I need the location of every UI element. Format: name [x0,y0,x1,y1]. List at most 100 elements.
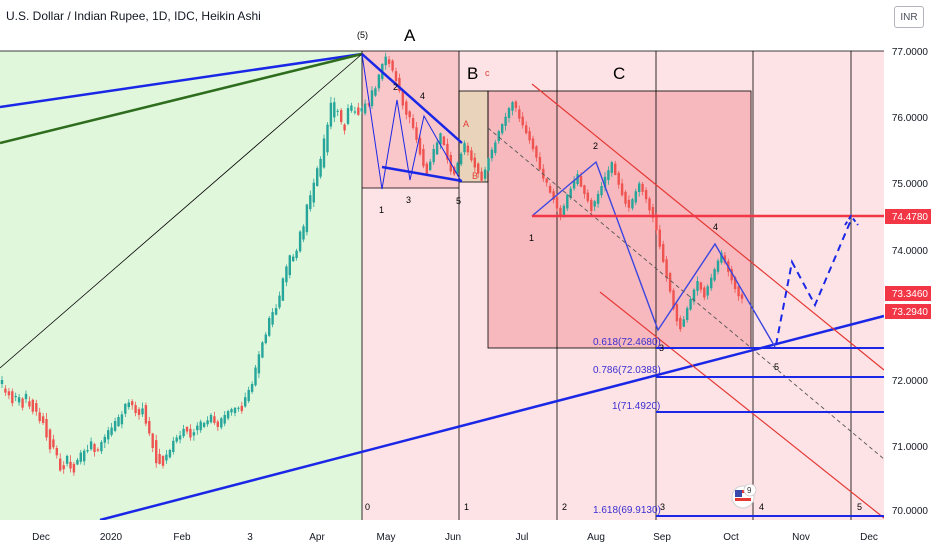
price-tag-last: 73.3460 [892,289,929,300]
candle-body [86,450,89,452]
price-tag-close-bg [885,304,931,319]
candle-body [117,417,120,427]
x-tick-5: May [377,532,396,543]
candle-body [501,124,504,134]
candle-body [41,416,45,423]
frame-layer [0,50,884,520]
candle-body [305,204,309,233]
candle-body [415,127,418,140]
candle-body [72,463,76,473]
candle-body [696,281,699,291]
candle-body [384,56,387,66]
candle-body [405,101,408,115]
price-tag-resistance-bg [885,209,931,224]
candle-body [644,190,648,200]
candle-body [586,192,589,202]
candle-body [490,149,494,159]
label-c-5: 5 [774,362,779,372]
candle-body [107,430,110,440]
candle-body [504,116,507,126]
candle-body [374,88,377,96]
candle-body [326,124,329,153]
candle-body [679,318,682,330]
candle-body [631,199,634,209]
candle-body [555,197,559,209]
zone-green [0,51,362,520]
candle-body [559,207,562,217]
candle-body [545,178,548,183]
candle-body [35,403,38,412]
candle-body [363,103,367,114]
candle-body [466,145,470,153]
candle-body [593,201,596,207]
candle-body [161,455,165,466]
candle-body [689,298,692,310]
candle-body [572,180,576,189]
label-sub-A: A [463,119,469,129]
candle-body [487,158,490,171]
candle-body [103,436,106,443]
candle-body [261,342,264,358]
candle-body [168,450,172,458]
zone-wave-a-box [362,51,459,188]
candle-body [298,231,302,252]
fib-label-1: 1(71.4920) [612,401,660,412]
currency-button[interactable]: INR [894,6,924,28]
candle-body [4,388,7,393]
channel-median [487,127,885,460]
candle-body [120,414,124,425]
label-wave-C: C [613,64,625,83]
y-tick-3: 74.0000 [892,246,929,257]
candle-body [435,142,439,155]
x-tick-9: Sep [653,532,671,543]
candle-body [213,416,216,423]
candle-body [710,277,713,289]
event-flag-icon[interactable]: 9 [731,483,757,509]
candle-body [21,398,24,408]
time-axis: Dec 2020 Feb 3 Apr May Jun Jul Aug Sep O… [0,520,932,550]
candle-body [59,458,62,471]
label-c-3: 3 [659,343,664,353]
candle-body [24,393,28,400]
zone-wave-b-box [459,91,488,182]
candle-body [52,439,55,448]
candle-body [360,108,363,112]
candle-body [89,441,93,450]
candle-body [569,188,572,198]
candle-body [566,194,569,209]
candle-body [69,461,72,469]
x-tick-8: Aug [587,532,605,543]
candle-body [432,149,435,163]
trend-line-green [0,52,363,145]
candle-body [353,111,357,113]
candle-body [131,401,134,406]
candle-body [692,289,696,302]
candle-body [682,319,685,327]
candle-body [686,308,689,320]
candle-body [83,450,86,462]
candle-body [429,161,432,171]
trend-line-thin [0,53,363,369]
cycle-label-2: 2 [562,502,567,512]
candle-body [333,102,336,118]
candle-body [247,389,250,402]
price-tag-resistance: 74.4780 [892,212,929,223]
label-a-1: 1 [379,205,384,215]
candle-body [250,384,254,392]
x-tick-1: 2020 [100,532,123,543]
candle-body [552,191,555,200]
candle-body [302,226,305,240]
candle-body [76,459,79,465]
channel-upper [531,83,885,371]
candle-body [172,440,175,452]
candle-body [538,157,542,170]
candle-body [45,419,48,438]
candle-body [442,136,446,146]
y-tick-5: 71.0000 [892,442,929,453]
candle-body [237,407,240,409]
candle-body [480,171,483,181]
channel-lower [599,291,885,519]
candle-body [271,312,274,325]
label-c-1: 1 [529,233,534,243]
